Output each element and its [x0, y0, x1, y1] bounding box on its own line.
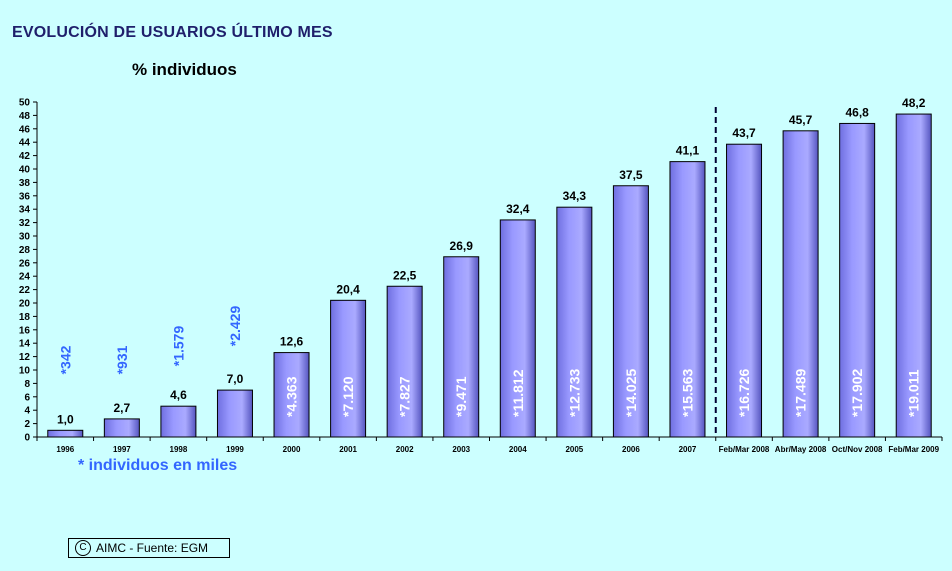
- category-label: 2001: [339, 445, 357, 454]
- y-tick-label: 40: [19, 165, 31, 176]
- users-thousands-label: *17.489: [793, 369, 809, 417]
- category-label: Abr/May 2008: [775, 445, 827, 454]
- category-label: 1999: [226, 445, 244, 454]
- users-thousands-label: *11.812: [510, 369, 526, 417]
- y-tick-label: 12: [19, 352, 31, 363]
- source-text: AIMC - Fuente: EGM: [96, 541, 209, 555]
- users-note: * individuos en miles: [78, 457, 238, 474]
- bar-value-label: 43,7: [732, 126, 756, 140]
- y-tick-label: 44: [19, 138, 31, 149]
- bar-value-label: 26,9: [450, 239, 474, 253]
- y-tick-label: 2: [24, 419, 30, 430]
- bar-value-label: 1,0: [57, 412, 74, 426]
- y-tick-label: 24: [19, 272, 31, 283]
- users-thousands-label: *4.363: [284, 376, 300, 417]
- y-tick-label: 26: [19, 258, 31, 269]
- y-tick-label: 30: [19, 232, 31, 243]
- bar: [839, 122, 876, 438]
- bar: [443, 256, 480, 438]
- category-label: 2006: [622, 445, 640, 454]
- users-thousands-label: *12.733: [566, 369, 582, 417]
- bar-value-label: 34,3: [563, 189, 587, 203]
- category-label: 2000: [283, 445, 301, 454]
- bar: [669, 161, 706, 438]
- bar-value-label: 32,4: [506, 202, 530, 216]
- bar: [612, 185, 649, 438]
- category-label: 2005: [565, 445, 583, 454]
- bar: [47, 429, 84, 438]
- bar-value-label: 46,8: [845, 105, 869, 119]
- y-tick-label: 6: [24, 392, 30, 403]
- category-label: 2004: [509, 445, 527, 454]
- users-thousands-label: *2.429: [227, 306, 243, 347]
- users-thousands-label: *17.902: [849, 369, 865, 417]
- y-tick-label: 4: [24, 406, 30, 417]
- category-label: Feb/Mar 2009: [888, 445, 939, 454]
- bar: [499, 219, 536, 438]
- y-tick-label: 18: [19, 312, 31, 323]
- y-tick-label: 34: [19, 205, 31, 216]
- bar-value-label: 22,5: [393, 268, 417, 282]
- bar-value-label: 20,4: [336, 282, 360, 296]
- bar: [216, 389, 253, 438]
- y-tick-label: 36: [19, 191, 31, 202]
- y-tick-label: 0: [24, 433, 30, 444]
- users-thousands-label: *16.726: [736, 369, 752, 417]
- bar-value-label: 41,1: [676, 144, 700, 158]
- users-thousands-label: *931: [114, 345, 130, 374]
- bar: [726, 143, 763, 438]
- category-label: 2003: [452, 445, 470, 454]
- y-tick-label: 28: [19, 245, 31, 256]
- bar-value-label: 7,0: [227, 372, 244, 386]
- category-label: 1997: [113, 445, 131, 454]
- y-tick-label: 46: [19, 124, 31, 135]
- bar: [895, 113, 932, 438]
- bar-value-label: 45,7: [789, 113, 813, 127]
- y-tick-label: 38: [19, 178, 31, 189]
- source-box: C AIMC - Fuente: EGM: [68, 538, 230, 558]
- bar: [273, 352, 310, 438]
- users-thousands-label: *9.471: [453, 376, 469, 417]
- users-thousands-label: *7.120: [340, 376, 356, 417]
- y-tick-label: 8: [24, 379, 30, 390]
- category-label: Feb/Mar 2008: [719, 445, 770, 454]
- bar: [160, 405, 197, 438]
- y-tick-label: 42: [19, 151, 31, 162]
- copyright-icon: C: [75, 540, 91, 556]
- bar: [330, 299, 367, 438]
- users-thousands-label: *1.579: [170, 326, 186, 367]
- y-tick-label: 50: [19, 98, 31, 109]
- y-tick-label: 20: [19, 299, 31, 310]
- y-tick-label: 22: [19, 285, 31, 296]
- y-tick-label: 48: [19, 111, 31, 122]
- y-tick-label: 32: [19, 218, 31, 229]
- bar-value-label: 37,5: [619, 168, 643, 182]
- users-thousands-label: *15.563: [679, 369, 695, 417]
- category-label: Oct/Nov 2008: [832, 445, 883, 454]
- category-label: 2007: [679, 445, 697, 454]
- category-label: 2002: [396, 445, 414, 454]
- category-label: 1998: [170, 445, 188, 454]
- bar: [782, 130, 819, 438]
- users-thousands-label: *14.025: [623, 369, 639, 417]
- users-thousands-label: *19.011: [906, 369, 922, 417]
- y-tick-label: 16: [19, 325, 31, 336]
- bar: [103, 418, 140, 438]
- y-tick-label: 10: [19, 366, 31, 377]
- chart-subtitle: % individuos: [132, 60, 237, 79]
- users-thousands-label: *342: [57, 345, 73, 374]
- bar-value-label: 12,6: [280, 335, 304, 349]
- bar: [556, 206, 593, 438]
- users-thousands-label: *7.827: [397, 376, 413, 417]
- bar-value-label: 2,7: [114, 401, 131, 415]
- bar: [386, 285, 423, 438]
- chart-title: EVOLUCIÓN DE USUARIOS ÚLTIMO MES: [12, 24, 333, 41]
- y-tick-label: 14: [19, 339, 31, 350]
- bar-value-label: 48,2: [902, 96, 926, 110]
- category-label: 1996: [56, 445, 74, 454]
- bar-value-label: 4,6: [170, 388, 187, 402]
